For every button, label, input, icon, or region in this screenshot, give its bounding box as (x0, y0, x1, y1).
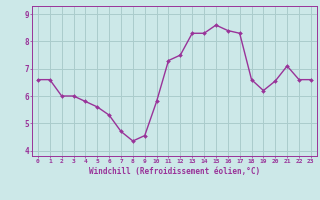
X-axis label: Windchill (Refroidissement éolien,°C): Windchill (Refroidissement éolien,°C) (89, 167, 260, 176)
